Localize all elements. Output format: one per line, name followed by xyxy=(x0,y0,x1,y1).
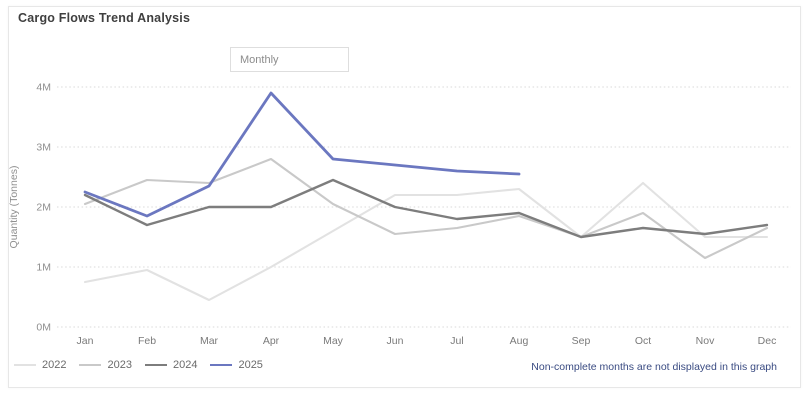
granularity-dropdown-value: Monthly xyxy=(240,53,279,66)
x-tick-label-jan: Jan xyxy=(77,335,94,347)
series-line-2024 xyxy=(83,178,769,239)
legend-label: 2024 xyxy=(172,359,198,371)
chart-card xyxy=(8,6,801,388)
chart-title: Cargo Flows Trend Analysis xyxy=(18,11,191,25)
series-line-2025 xyxy=(83,91,521,218)
granularity-dropdown[interactable]: Monthly xyxy=(230,47,349,72)
legend-item-2025[interactable]: 2025 xyxy=(210,359,263,371)
legend-item-2023[interactable]: 2023 xyxy=(79,359,132,371)
x-tick-label-feb: Feb xyxy=(138,335,156,347)
legend-label: 2022 xyxy=(42,359,67,371)
y-tick-label: 1M xyxy=(36,262,51,274)
legend-swatch-2025 xyxy=(210,364,233,366)
series-line-2023 xyxy=(83,157,769,260)
x-tick-label-dec: Dec xyxy=(758,335,777,347)
x-tick-label-oct: Oct xyxy=(635,335,651,347)
x-tick-label-jun: Jun xyxy=(387,335,404,347)
y-tick-label: 0M xyxy=(36,322,51,334)
legend-swatch-2022 xyxy=(14,364,36,366)
x-tick-label-may: May xyxy=(323,335,344,347)
y-tick-label: 2M xyxy=(36,202,51,214)
legend-label: 2025 xyxy=(238,359,263,371)
y-tick-label: 4M xyxy=(36,82,51,94)
legend-swatch-2024 xyxy=(144,364,167,366)
legend-item-2022[interactable]: 2022 xyxy=(14,359,66,371)
x-tick-label-jul: Jul xyxy=(450,335,463,347)
legend-label: 2023 xyxy=(107,359,132,371)
x-tick-label-aug: Aug xyxy=(510,335,529,347)
x-tick-label-mar: Mar xyxy=(200,335,219,347)
chart-footnote: Non-complete months are not displayed in… xyxy=(531,361,777,373)
chart-legend: 2022 2023 2024 2025 xyxy=(14,359,276,371)
y-axis-title: Quantity (Tonnes) xyxy=(8,166,20,249)
legend-item-2024[interactable]: 2024 xyxy=(144,359,198,371)
legend-swatch-2023 xyxy=(79,364,102,366)
x-tick-label-nov: Nov xyxy=(696,335,715,347)
series-line-2022 xyxy=(83,181,769,302)
x-tick-label-apr: Apr xyxy=(263,335,280,347)
y-tick-label: 3M xyxy=(36,142,51,154)
x-tick-label-sep: Sep xyxy=(572,335,591,347)
